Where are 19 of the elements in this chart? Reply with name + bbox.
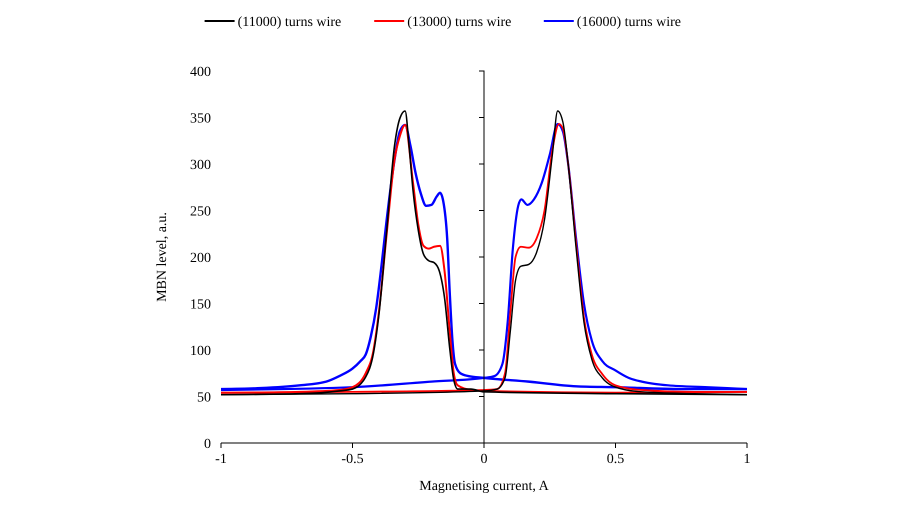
y-tick-label: 400 bbox=[190, 65, 211, 80]
y-tick-label: 100 bbox=[190, 344, 211, 359]
x-tick-label: 0.5 bbox=[606, 452, 624, 467]
legend-label: (16000) turns wire bbox=[576, 15, 682, 30]
legend-label: (13000) turns wire bbox=[407, 15, 512, 30]
y-tick-label: 150 bbox=[190, 298, 211, 312]
legend-label: (11000) turns wire bbox=[238, 15, 342, 30]
y-tick-label: 0 bbox=[204, 437, 211, 452]
x-tick-label: -0.5 bbox=[341, 452, 364, 467]
y-tick-label: 250 bbox=[190, 204, 211, 220]
y-tick-label: 350 bbox=[190, 112, 211, 126]
y-tick-label: 50 bbox=[197, 390, 211, 406]
x-tick-label: 0 bbox=[480, 452, 488, 467]
x-tick-label: 1 bbox=[744, 452, 750, 467]
x-axis-title: Magnetising current, A bbox=[419, 479, 550, 494]
y-axis-title: MBN level, a.u. bbox=[155, 212, 170, 302]
y-tick-label: 200 bbox=[190, 251, 211, 266]
y-tick-label: 300 bbox=[190, 158, 211, 173]
x-tick-label: -1 bbox=[215, 452, 227, 467]
